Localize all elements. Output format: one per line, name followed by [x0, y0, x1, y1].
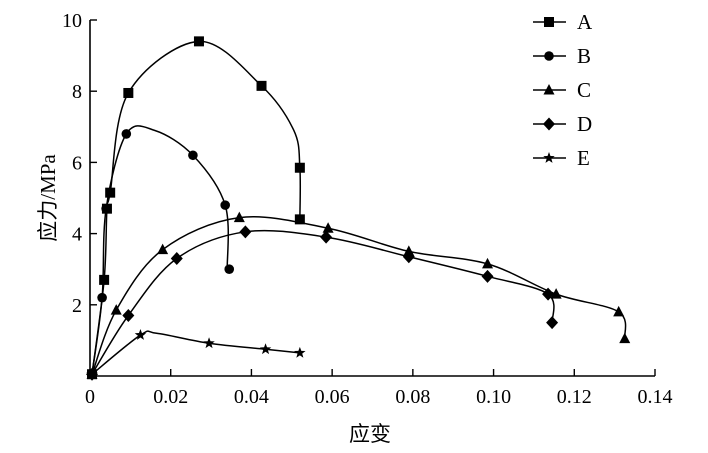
series-b-point	[188, 150, 198, 161]
axes	[89, 19, 656, 377]
x-tick-label: 0.10	[476, 386, 511, 408]
series-a-point	[123, 87, 134, 98]
series-d-point	[170, 252, 183, 266]
series-a-line	[91, 40, 302, 375]
x-tick-label: 0.04	[234, 386, 269, 408]
y-tick-label: 10	[62, 10, 82, 32]
series-a-point	[193, 36, 204, 47]
series-e-point	[86, 368, 98, 380]
x-tick-label: 0.06	[315, 386, 350, 408]
series-b-point	[220, 200, 230, 210]
series-a-point	[294, 214, 305, 225]
series-b-point	[97, 292, 107, 303]
x-axis-label: 应变	[349, 422, 391, 446]
x-tick-label: 0.14	[638, 386, 673, 408]
series-c-line	[91, 216, 627, 375]
legend-d-label: D	[577, 112, 592, 136]
series-c-point	[157, 243, 169, 255]
legend-b-marker	[544, 51, 554, 61]
series-e-point	[294, 346, 306, 358]
series-c-point	[550, 288, 562, 299]
legend-a-label: A	[577, 10, 593, 34]
series-c-point	[110, 304, 122, 315]
series-e-point	[203, 337, 215, 349]
series-d-point	[239, 225, 252, 239]
series-e-point	[259, 343, 272, 355]
tick-labels: 0 0.02 0.04 0.06 0.08 0.10 0.12 0.14 2 4 6 8 10	[62, 10, 673, 408]
series-d-point	[122, 308, 135, 322]
y-tick-label: 6	[72, 152, 82, 174]
x-tick-label: 0.02	[153, 386, 188, 408]
legend-e-label: E	[577, 146, 590, 170]
y-tick-label: 2	[72, 295, 82, 317]
legend-b-label: B	[577, 44, 591, 68]
series-d-point	[481, 269, 494, 283]
legend-e-marker	[543, 152, 555, 163]
legend-c-label: C	[577, 78, 591, 102]
y-axis-label: 应力/MPa	[36, 154, 60, 242]
x-tick-label: 0.12	[557, 386, 592, 408]
series-c-point	[233, 211, 245, 223]
x-tick-label: 0.08	[395, 386, 430, 408]
series-d-point	[542, 287, 555, 301]
series-a-point	[99, 274, 110, 285]
legend-d-marker	[543, 117, 555, 131]
series-c-point	[619, 332, 631, 344]
series-b-point	[224, 264, 235, 275]
legend-c-marker	[543, 84, 555, 95]
series-d-point	[546, 316, 559, 330]
series-markers	[86, 36, 631, 381]
series-d-point	[402, 250, 415, 264]
series-a-point	[105, 187, 116, 198]
series-e-point	[134, 329, 147, 340]
series-e-line	[91, 330, 300, 375]
series-b-point	[101, 203, 111, 214]
series-a-point	[294, 162, 305, 173]
x-tick-label: 0	[85, 386, 95, 408]
y-tick-label: 4	[72, 224, 82, 246]
series-b-point	[121, 129, 132, 139]
legend-a-marker	[544, 17, 554, 27]
series-c-point	[613, 305, 625, 317]
y-tick-label: 8	[72, 81, 82, 103]
series-d-point	[320, 230, 333, 244]
series-c-point	[322, 222, 334, 233]
series-c-point	[482, 257, 494, 269]
series-a-point	[256, 80, 267, 91]
